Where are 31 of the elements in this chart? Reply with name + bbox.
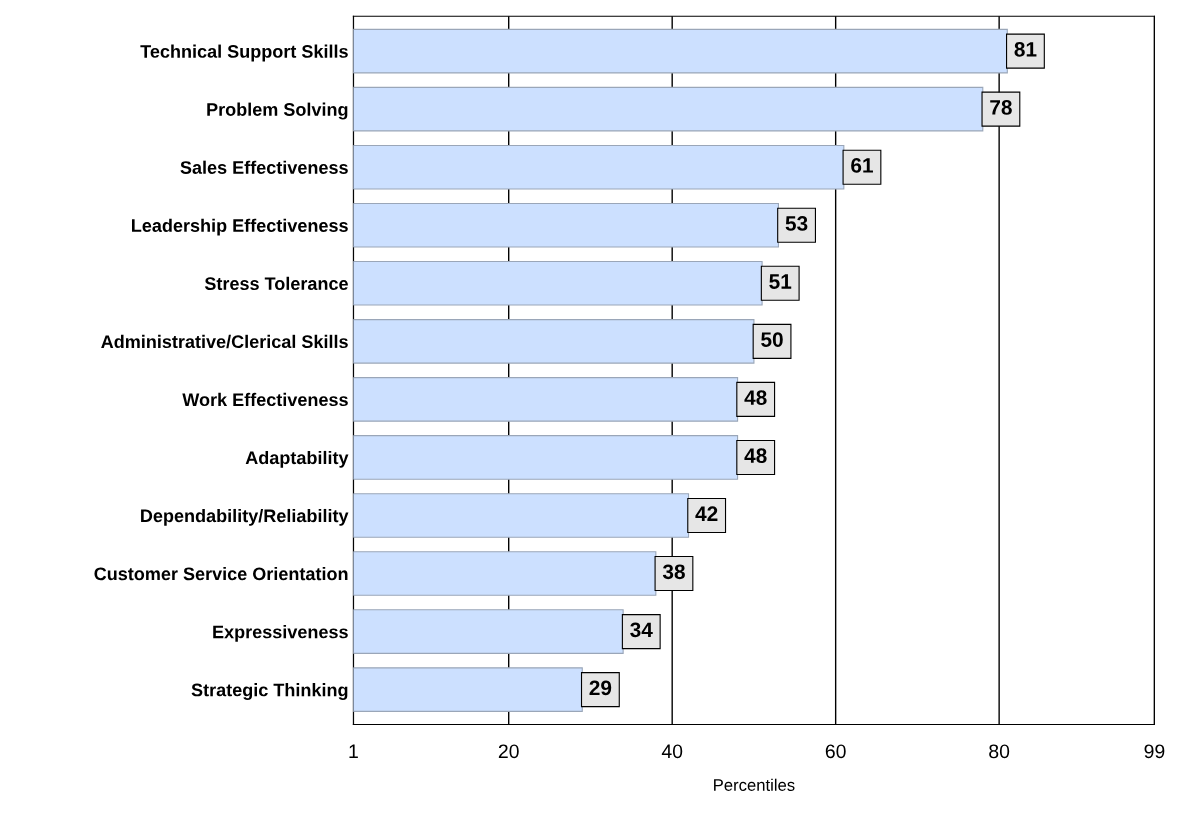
y-tick-label: Stress Tolerance xyxy=(204,276,348,291)
data-label: 78 xyxy=(990,100,1012,115)
y-tick-label: Problem Solving xyxy=(207,102,348,120)
data-label: 38 xyxy=(662,564,685,580)
data-label: 48 xyxy=(744,448,767,464)
y-tick-label: Sales Effectiveness xyxy=(180,160,348,174)
y-tick-label: Administrative/Clerical Skills xyxy=(101,334,348,349)
x-tick-label: 80 xyxy=(989,744,1010,759)
data-label: 42 xyxy=(695,506,718,521)
x-tick-label: 1 xyxy=(349,744,358,758)
x-tick-label: 40 xyxy=(661,744,683,759)
y-tick-label: Customer Service Orientation xyxy=(94,566,348,581)
data-label: 51 xyxy=(769,274,792,289)
data-label: 34 xyxy=(630,622,653,638)
y-tick-label: Adaptability xyxy=(245,450,349,468)
data-label: 29 xyxy=(589,680,612,696)
y-tick-label: Technical Support Skills xyxy=(140,44,348,62)
data-label: 53 xyxy=(785,216,808,231)
y-tick-label: Expressiveness xyxy=(213,625,348,642)
y-tick-label: Dependability/Reliability xyxy=(141,508,349,526)
data-label: 48 xyxy=(744,390,767,405)
data-label: 81 xyxy=(1014,41,1037,57)
x-tick-label: 20 xyxy=(498,744,519,759)
data-label: 50 xyxy=(761,332,783,347)
y-tick-label: Work Effectiveness xyxy=(182,392,348,407)
y-tick-label: Leadership Effectiveness xyxy=(132,218,348,236)
x-tick-label: 99 xyxy=(1144,744,1165,759)
x-axis-title: Percentiles xyxy=(714,778,795,791)
x-tick-label: 60 xyxy=(825,744,846,759)
y-tick-label: Strategic Thinking xyxy=(191,683,348,700)
data-label: 61 xyxy=(851,158,873,173)
